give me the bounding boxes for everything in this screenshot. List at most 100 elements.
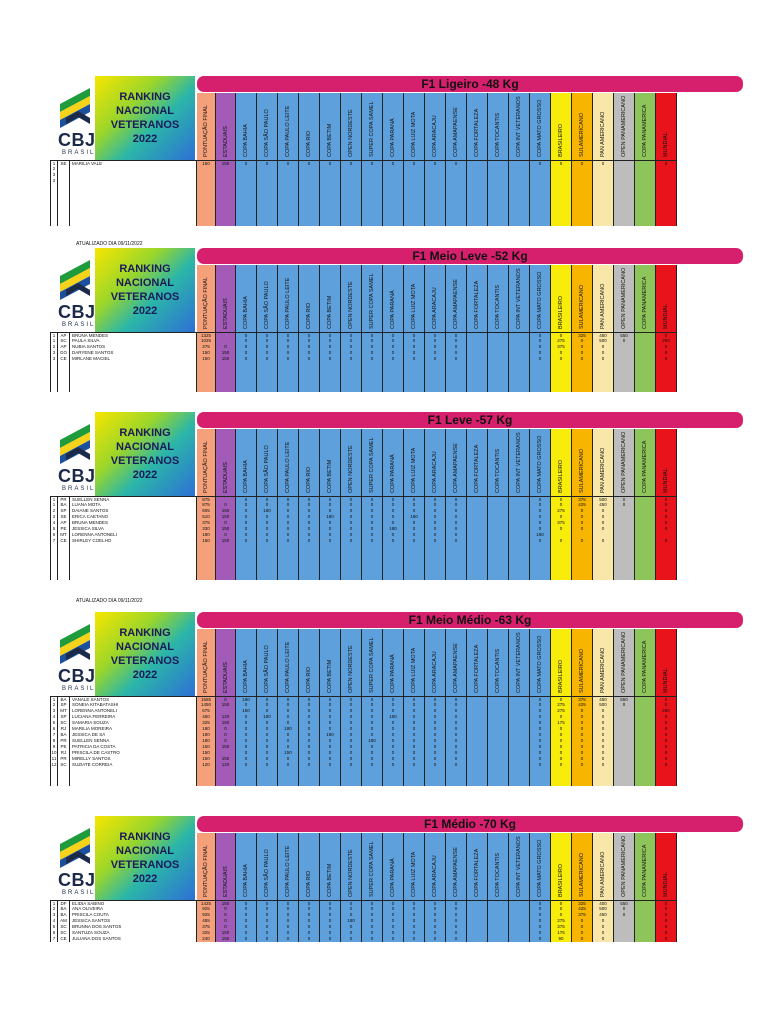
score-cell bbox=[488, 744, 509, 750]
score-cell bbox=[446, 190, 467, 196]
score-cell: 0 bbox=[656, 697, 677, 703]
score-cell: 605 bbox=[197, 508, 216, 514]
score-cell: 0 bbox=[362, 720, 383, 726]
state-cell bbox=[58, 172, 70, 178]
score-cell bbox=[635, 924, 656, 930]
column-header: COPA PARANÁ bbox=[383, 429, 404, 496]
score-cell: 0 bbox=[320, 750, 341, 756]
score-cell: 0 bbox=[362, 502, 383, 508]
ranking-section: CBJ BRASIL RANKING NACIONAL VETERANOS 2022… bbox=[50, 612, 750, 801]
score-cell bbox=[216, 338, 236, 344]
score-cell bbox=[593, 768, 614, 774]
score-cell bbox=[446, 202, 467, 208]
table-row bbox=[50, 550, 677, 556]
score-cell bbox=[404, 774, 425, 780]
score-cell: 0 bbox=[530, 514, 551, 520]
score-cell: 0 bbox=[341, 338, 362, 344]
score-cell bbox=[425, 556, 446, 562]
score-cell bbox=[257, 166, 278, 172]
score-cell bbox=[551, 386, 572, 392]
score-cell bbox=[467, 344, 488, 350]
score-cell: 0 bbox=[236, 356, 257, 362]
score-cell bbox=[278, 190, 299, 196]
score-cell bbox=[236, 768, 257, 774]
score-cell: 0 bbox=[656, 508, 677, 514]
athlete-name-cell bbox=[70, 574, 197, 580]
score-cell bbox=[383, 368, 404, 374]
score-cell bbox=[488, 333, 509, 339]
column-header-label: ESTADUAIS bbox=[222, 126, 229, 157]
score-cell: 0 bbox=[404, 532, 425, 538]
score-cell: 0 bbox=[362, 918, 383, 924]
athlete-name-cell bbox=[70, 190, 197, 196]
state-cell: RJ bbox=[58, 750, 70, 756]
column-header: COPA PARANÁ bbox=[383, 833, 404, 900]
table-row: 12 SC SUZIATE CORREIA 120 120 0 0 0 0 0 0 0 0 0 0 0 0 0 0 0… bbox=[50, 762, 677, 768]
score-cell bbox=[614, 208, 635, 214]
score-cell: 0 bbox=[320, 702, 341, 708]
column-header: COPA RIO bbox=[299, 629, 320, 696]
score-cell bbox=[404, 190, 425, 196]
score-cell bbox=[530, 208, 551, 214]
state-cell bbox=[58, 220, 70, 226]
column-header: COPA AMAPAENSE bbox=[446, 429, 467, 496]
score-cell bbox=[425, 574, 446, 580]
column-header: MUNDIAL bbox=[656, 629, 677, 696]
ranking-title-box: RANKING NACIONAL VETERANOS 2022 bbox=[95, 412, 195, 496]
rank-cell bbox=[50, 780, 58, 786]
score-cell: 0 bbox=[551, 744, 572, 750]
score-cell bbox=[362, 190, 383, 196]
score-cell: 330 bbox=[197, 526, 216, 532]
table-row: 7 BA JESSICA DE SÁ 180 0 0 0 0 0 180 0 0 0 0 0 0 0 0 0 0 0 bbox=[50, 732, 677, 738]
score-cell bbox=[488, 936, 509, 942]
score-cell: 0 bbox=[299, 732, 320, 738]
score-cell: 0 bbox=[530, 732, 551, 738]
column-header: PONTUAÇÃO FINAL bbox=[197, 265, 216, 332]
score-cell: 0 bbox=[362, 762, 383, 768]
score-cell: 0 bbox=[404, 756, 425, 762]
score-cell: 0 bbox=[257, 333, 278, 339]
column-header-label: SULAMERICANO bbox=[579, 284, 585, 329]
state-cell: DF bbox=[58, 901, 70, 907]
score-cell bbox=[656, 556, 677, 562]
score-cell bbox=[530, 368, 551, 374]
athlete-name-cell: ANA OLIVEIRA bbox=[70, 906, 197, 912]
table-row: 3 MT LORENNA ANTONELI 675 150 0 0 0 0 0 0 0 0 0 0 0 275 0… bbox=[50, 708, 677, 714]
score-cell bbox=[614, 184, 635, 190]
score-cell: 0 bbox=[341, 930, 362, 936]
score-cell: 150 bbox=[216, 702, 236, 708]
score-cell: 0 bbox=[257, 514, 278, 520]
score-cell: 0 bbox=[446, 714, 467, 720]
score-cell bbox=[614, 514, 635, 520]
score-cell: 0 bbox=[404, 538, 425, 544]
athlete-name-cell bbox=[70, 208, 197, 214]
column-header-label: COPA LUIZ MOTA bbox=[411, 111, 417, 157]
score-cell bbox=[467, 762, 488, 768]
score-cell bbox=[467, 220, 488, 226]
score-cell bbox=[488, 732, 509, 738]
score-cell bbox=[216, 220, 236, 226]
score-cell bbox=[488, 172, 509, 178]
rank-cell bbox=[50, 774, 58, 780]
score-cell bbox=[635, 744, 656, 750]
table-row: 4 AP BRUNA MENDES 375 0 0 0 0 0 0 0 0 0 0 0 0 0 375 0 0 0 bbox=[50, 520, 677, 526]
score-cell bbox=[593, 574, 614, 580]
logo-subtext: BRASIL bbox=[62, 322, 96, 328]
state-cell bbox=[58, 386, 70, 392]
score-cell: 0 bbox=[362, 161, 383, 167]
score-cell bbox=[551, 214, 572, 220]
score-cell bbox=[572, 562, 593, 568]
score-cell bbox=[530, 172, 551, 178]
score-cell: 0 bbox=[341, 356, 362, 362]
score-cell bbox=[509, 912, 530, 918]
score-cell: 0 bbox=[530, 924, 551, 930]
athlete-name-cell: PRISCILA DE CASTRO bbox=[70, 750, 197, 756]
score-cell bbox=[593, 184, 614, 190]
score-cell: 0 bbox=[257, 502, 278, 508]
score-cell: 0 bbox=[341, 906, 362, 912]
score-cell bbox=[488, 161, 509, 167]
score-cell bbox=[488, 918, 509, 924]
score-cell bbox=[404, 562, 425, 568]
column-header: PAN AMERICANO bbox=[593, 265, 614, 332]
score-cell bbox=[257, 562, 278, 568]
